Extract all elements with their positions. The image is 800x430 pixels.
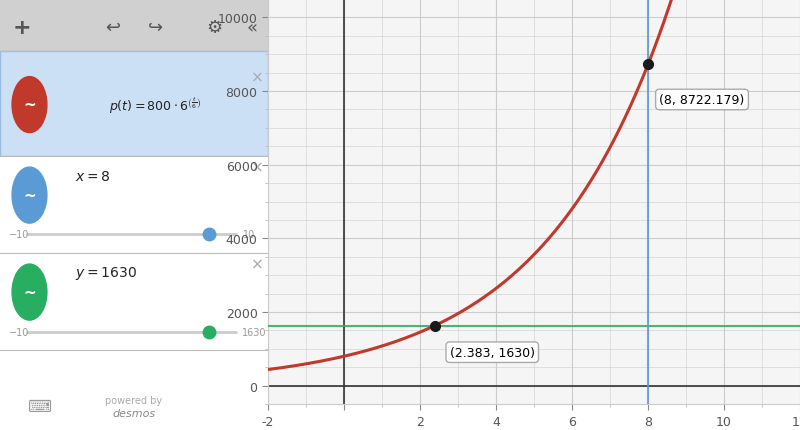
- Text: ↩: ↩: [105, 19, 120, 37]
- Text: −10: −10: [9, 229, 29, 240]
- Text: 1630: 1630: [242, 327, 267, 337]
- Text: ×: ×: [251, 160, 264, 175]
- Text: ↪: ↪: [148, 19, 163, 37]
- Text: «: «: [246, 19, 258, 37]
- Text: $y = 1630$: $y = 1630$: [75, 264, 137, 282]
- Text: (2.383, 1630): (2.383, 1630): [450, 346, 534, 359]
- Circle shape: [12, 168, 47, 224]
- Text: $p(t) = 800 \cdot 6^{\left(\frac{t}{6}\right)}$: $p(t) = 800 \cdot 6^{\left(\frac{t}{6}\r…: [109, 95, 202, 115]
- Circle shape: [12, 77, 47, 133]
- Text: −10: −10: [9, 327, 29, 337]
- FancyBboxPatch shape: [0, 157, 268, 254]
- Text: ~: ~: [23, 285, 36, 300]
- Text: powered by: powered by: [106, 395, 162, 405]
- Text: ×: ×: [251, 70, 264, 85]
- Text: +: +: [12, 18, 30, 38]
- Text: ~: ~: [23, 188, 36, 203]
- Text: $x = 8$: $x = 8$: [75, 169, 110, 183]
- Text: ⚙: ⚙: [206, 19, 222, 37]
- Text: (8, 8722.179): (8, 8722.179): [659, 94, 745, 107]
- FancyBboxPatch shape: [0, 0, 268, 52]
- Text: ~: ~: [23, 98, 36, 113]
- FancyBboxPatch shape: [0, 52, 268, 157]
- Text: ×: ×: [251, 257, 264, 272]
- FancyBboxPatch shape: [0, 254, 268, 350]
- Text: ⌨: ⌨: [28, 397, 52, 415]
- Circle shape: [12, 264, 47, 320]
- Text: desmos: desmos: [113, 408, 155, 418]
- Text: 10: 10: [243, 229, 255, 240]
